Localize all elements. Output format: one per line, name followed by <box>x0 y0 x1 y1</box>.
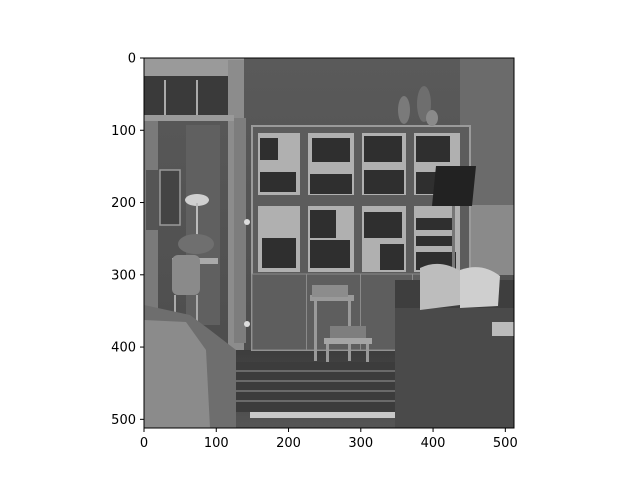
y-tick-label: 100 <box>111 124 136 139</box>
x-axis: 0 100 200 300 400 500 <box>140 428 518 451</box>
y-tick-label: 200 <box>111 196 136 211</box>
x-tick-label: 500 <box>493 436 518 451</box>
y-axis: 0 100 200 300 400 500 <box>111 52 144 428</box>
x-tick-label: 300 <box>348 436 373 451</box>
y-tick-label: 400 <box>111 341 136 356</box>
y-tick-label: 300 <box>111 268 136 283</box>
x-tick-label: 400 <box>421 436 446 451</box>
y-tick-label: 500 <box>111 413 136 428</box>
room-image <box>144 58 514 428</box>
x-tick-label: 0 <box>140 436 148 451</box>
axes-frame <box>143 57 515 429</box>
x-tick-label: 200 <box>276 436 301 451</box>
x-tick-label: 100 <box>204 436 229 451</box>
y-tick-label: 0 <box>128 52 136 67</box>
